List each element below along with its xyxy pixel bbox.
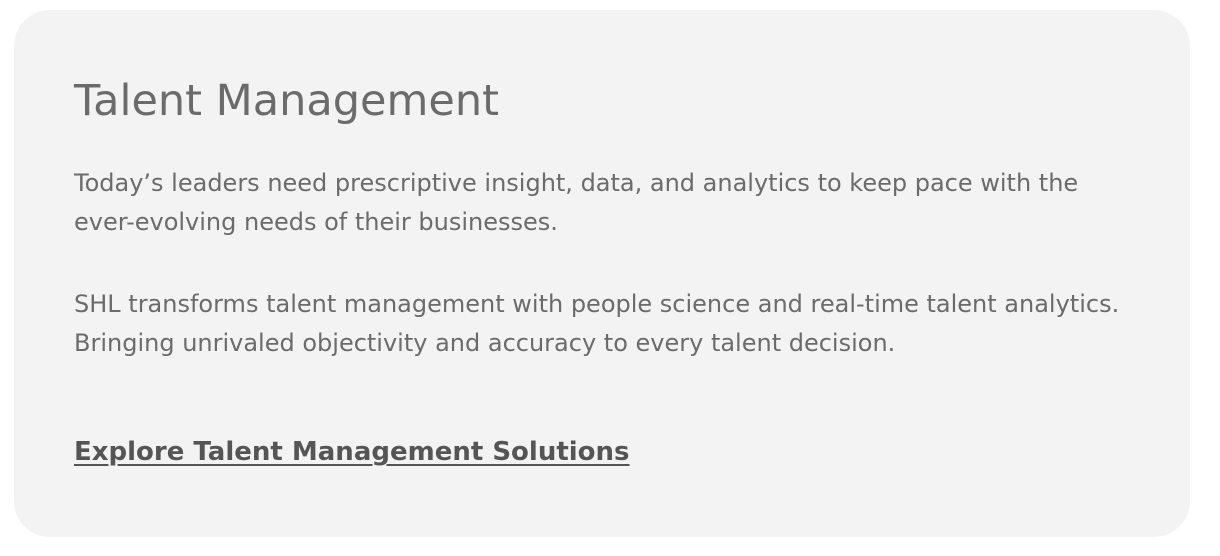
card-title: Talent Management [74, 76, 499, 126]
card-paragraph-details: SHL transforms talent management with pe… [74, 290, 1120, 357]
card-paragraph-intro: Today’s leaders need prescriptive insigh… [74, 169, 1079, 236]
talent-management-card: Talent Management Today’s leaders need p… [14, 10, 1190, 537]
explore-solutions-link[interactable]: Explore Talent Management Solutions [74, 437, 630, 467]
